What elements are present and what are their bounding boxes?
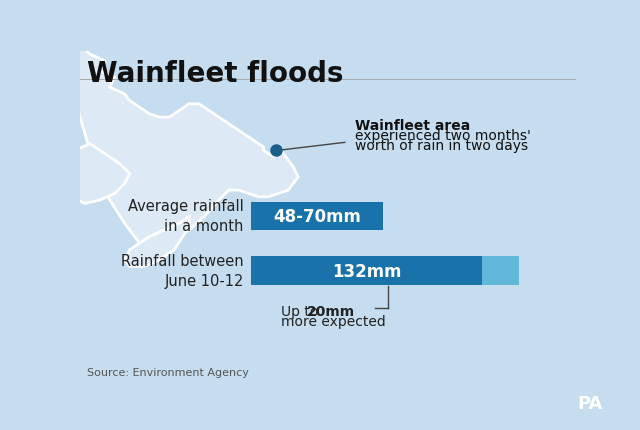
Polygon shape	[125, 217, 189, 267]
Text: Average rainfall
in a month: Average rainfall in a month	[128, 199, 244, 233]
Text: worth of rain in two days: worth of rain in two days	[355, 139, 529, 153]
Text: 132mm: 132mm	[332, 262, 401, 280]
Text: Up to: Up to	[281, 304, 323, 319]
Bar	[251, 202, 383, 230]
Text: Source: Environment Agency: Source: Environment Agency	[88, 367, 250, 377]
Text: 20mm: 20mm	[307, 304, 355, 319]
Bar	[482, 257, 519, 285]
Text: PA: PA	[578, 394, 603, 412]
Text: Wainfleet area: Wainfleet area	[355, 119, 470, 133]
Polygon shape	[55, 35, 298, 250]
Polygon shape	[51, 144, 129, 204]
Text: more expected: more expected	[281, 314, 386, 329]
Bar	[251, 257, 482, 285]
Text: Rainfall between
June 10-12: Rainfall between June 10-12	[121, 254, 244, 288]
Text: Wainfleet floods: Wainfleet floods	[88, 60, 344, 88]
Text: experienced two months': experienced two months'	[355, 129, 531, 143]
Text: 48-70mm: 48-70mm	[273, 207, 361, 225]
